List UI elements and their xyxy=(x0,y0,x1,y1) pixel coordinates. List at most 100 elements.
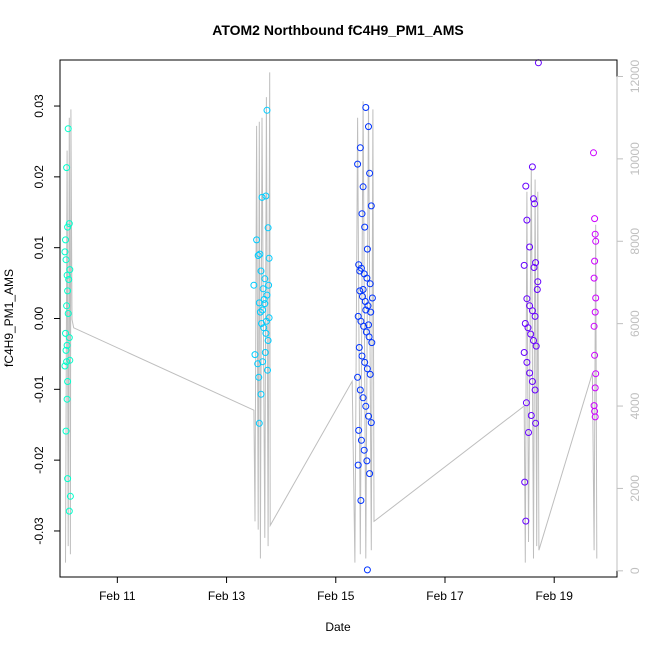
data-point xyxy=(65,507,73,515)
data-point xyxy=(591,257,599,265)
data-point xyxy=(532,259,540,267)
data-point xyxy=(531,312,539,320)
data-point xyxy=(251,351,259,359)
data-point xyxy=(590,274,598,282)
data-point xyxy=(354,373,362,381)
data-point xyxy=(64,378,72,385)
data-point xyxy=(521,478,529,486)
data-point xyxy=(357,436,365,444)
altitude-track-layer xyxy=(65,72,598,563)
data-point xyxy=(365,333,373,341)
data-point xyxy=(64,310,72,317)
data-point xyxy=(250,281,258,289)
data-point xyxy=(365,412,372,420)
data-point xyxy=(61,362,69,370)
data-point xyxy=(258,193,266,201)
data-point xyxy=(530,264,538,271)
data-point xyxy=(591,413,599,421)
y-axis: -0.03 -0.02 -0.01 0.00 0.01 0.02 0.03 xyxy=(32,94,61,545)
y2-axis: 0 2000 4000 6000 8000 10000 12000 xyxy=(616,59,642,574)
data-point xyxy=(261,300,269,308)
data-point xyxy=(265,254,273,262)
data-point xyxy=(66,356,74,364)
data-point xyxy=(530,337,537,344)
data-point xyxy=(359,183,367,191)
y2-tick-label: 10000 xyxy=(628,142,642,176)
data-point xyxy=(532,342,540,350)
data-point xyxy=(63,358,71,366)
data-point xyxy=(361,358,369,366)
data-point xyxy=(259,358,267,366)
data-point xyxy=(255,419,263,427)
data-point xyxy=(520,261,528,269)
data-point xyxy=(357,497,365,504)
data-point xyxy=(62,329,69,337)
data-point xyxy=(62,256,70,264)
x-tick-label: Feb 11 xyxy=(99,589,136,603)
x-tick-label: Feb 15 xyxy=(317,589,355,603)
data-point xyxy=(262,317,270,325)
data-point xyxy=(526,369,534,377)
data-point xyxy=(261,349,269,356)
data-point xyxy=(520,349,528,356)
data-point xyxy=(65,276,73,283)
data-point xyxy=(261,275,269,283)
data-point xyxy=(61,248,69,256)
data-point xyxy=(62,346,70,354)
data-point xyxy=(363,245,371,253)
data-point xyxy=(264,224,272,232)
data-point xyxy=(524,324,532,332)
data-point xyxy=(528,163,536,171)
data-point xyxy=(63,164,71,172)
data-point xyxy=(64,287,72,295)
data-point xyxy=(366,470,374,478)
y-tick-label: -0.02 xyxy=(32,446,46,474)
data-point xyxy=(364,302,372,310)
data-point xyxy=(522,517,530,525)
data-point xyxy=(532,419,540,427)
data-point xyxy=(367,202,375,210)
data-point xyxy=(592,237,600,245)
data-point xyxy=(528,378,536,385)
data-point xyxy=(590,322,598,330)
y-tick-label: 0.03 xyxy=(32,94,46,118)
y-tick-label: -0.01 xyxy=(32,375,46,403)
data-point xyxy=(368,339,376,347)
data-point xyxy=(360,446,368,454)
data-point xyxy=(531,386,539,394)
data-point xyxy=(355,426,363,434)
data-point xyxy=(592,294,600,302)
data-point xyxy=(263,106,271,114)
data-point xyxy=(531,200,538,208)
data-point xyxy=(362,104,370,111)
data-point xyxy=(63,302,71,310)
data-point xyxy=(257,390,265,398)
data-point xyxy=(62,236,69,244)
data-point xyxy=(256,250,264,258)
data-point xyxy=(63,395,71,403)
data-point xyxy=(259,306,267,314)
y2-tick-label: 6000 xyxy=(628,310,642,337)
data-point xyxy=(363,566,371,574)
data-point xyxy=(591,230,599,238)
data-point xyxy=(356,267,364,275)
data-point xyxy=(533,286,541,293)
data-point xyxy=(358,352,366,360)
data-point xyxy=(257,267,265,275)
data-point xyxy=(359,286,367,293)
data-point xyxy=(523,216,531,224)
data-point xyxy=(64,125,72,133)
data-point xyxy=(65,220,73,228)
data-point xyxy=(64,475,72,483)
data-point xyxy=(254,252,262,259)
data-point xyxy=(354,160,362,168)
data-point xyxy=(256,308,264,316)
data-point xyxy=(591,384,599,392)
data-point xyxy=(522,399,530,407)
data-point xyxy=(366,169,374,177)
data-point xyxy=(66,266,74,274)
data-point xyxy=(265,281,273,289)
data-point xyxy=(361,223,369,231)
data-point xyxy=(591,308,599,316)
